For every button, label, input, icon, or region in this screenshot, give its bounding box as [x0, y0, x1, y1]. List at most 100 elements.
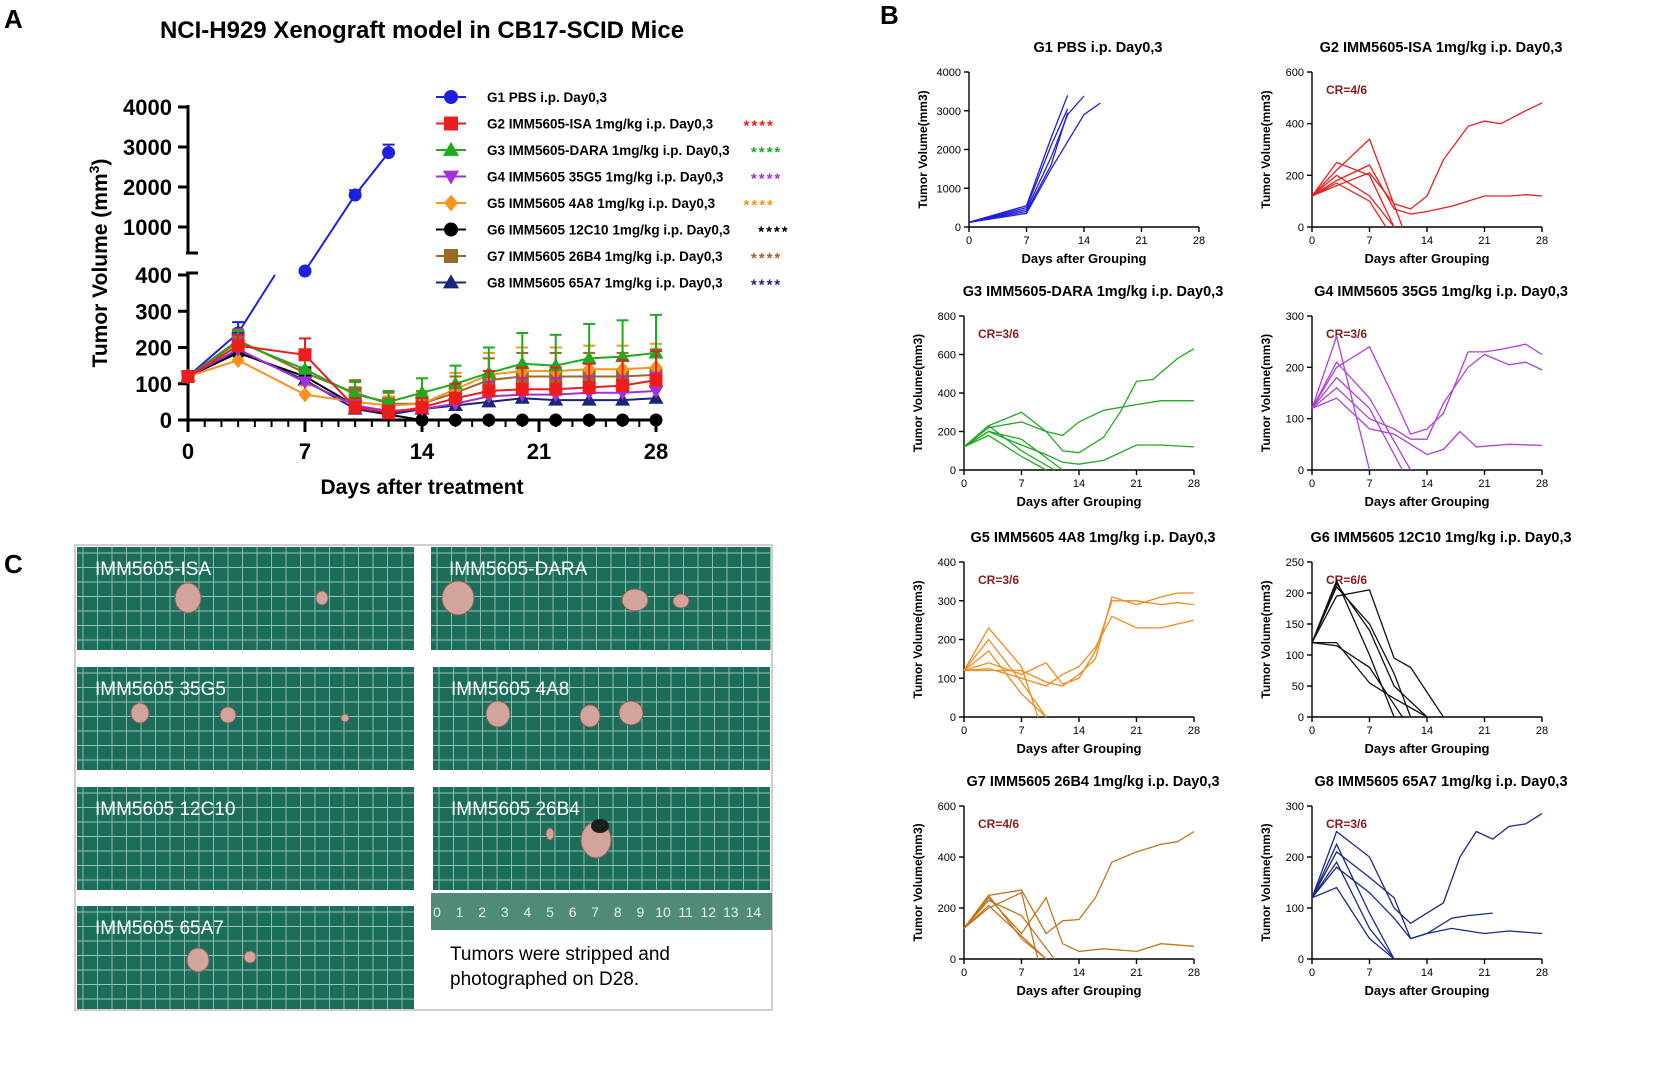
x-tick-label: 7: [1366, 725, 1372, 737]
legend-marker: [444, 90, 458, 104]
subplot-title: G4 IMM5605 35G5 1mg/kg i.p. Day0,3: [1314, 284, 1568, 300]
tumor: [545, 827, 555, 841]
x-tick-label: 21: [1478, 235, 1490, 247]
data-point: [649, 413, 663, 427]
y-axis-label-superscript: 3: [86, 165, 102, 173]
subplot-1: G1 PBS i.p. Day0,3 0 1000 2000 3000 4000 0 7 14 2…: [916, 40, 1205, 266]
y-tick-label: 200: [1286, 588, 1304, 600]
animal-line: [968, 95, 1085, 223]
data-point: [297, 376, 313, 390]
x-tick-label: 0: [961, 967, 967, 979]
animal-line: [1311, 886, 1395, 960]
y-tick-label: 0: [955, 222, 961, 234]
y-tick-label: 800: [938, 311, 956, 323]
animal-line: [968, 108, 1069, 223]
x-axis-label: Days after Grouping: [1365, 983, 1490, 998]
x-tick-label: 21: [1478, 725, 1490, 737]
animal-line: [1311, 161, 1395, 228]
y-tick-label: 0: [160, 408, 172, 433]
x-tick-label: 14: [1073, 478, 1085, 490]
y-tick-label: 0: [1298, 954, 1304, 966]
animal-line: [963, 615, 1195, 687]
y-tick-label: 0: [950, 954, 956, 966]
x-axis-label: Days after Grouping: [1365, 251, 1490, 266]
cr-annotation: CR=6/6: [1326, 573, 1367, 587]
animal-line: [963, 424, 1055, 471]
y-tick-label: 100: [1286, 650, 1304, 662]
subplot-title: G5 IMM5605 4A8 1mg/kg i.p. Day0,3: [971, 530, 1216, 546]
subplot-8: G8 IMM5605 65A7 1mg/kg i.p. Day0,3 0 100 20…: [1259, 774, 1568, 998]
animal-line: [963, 348, 1195, 454]
series-2: [181, 333, 663, 420]
legend-significance: ****: [758, 224, 789, 241]
legend-significance: ****: [751, 277, 782, 294]
y-axis-label: Tumor Volume(mm3): [1259, 580, 1273, 698]
y-axis-label: Tumor Volume(mm3): [911, 580, 925, 698]
photo-label: IMM5605-DARA: [449, 559, 588, 580]
tumor: [672, 593, 690, 609]
x-tick-label: 28: [1193, 235, 1205, 247]
photo-label: IMM5605 26B4: [451, 799, 580, 820]
cr-annotation: CR=4/6: [1326, 83, 1367, 97]
legend-marker: [442, 170, 460, 185]
data-point: [415, 400, 429, 414]
x-tick-label: 14: [1073, 725, 1085, 737]
cr-annotation: CR=3/6: [978, 573, 1019, 587]
data-point: [231, 352, 245, 368]
tumor: [219, 706, 237, 724]
tumor: [315, 590, 329, 606]
x-tick-label: 7: [1366, 235, 1372, 247]
x-tick-label: 28: [1188, 967, 1200, 979]
x-tick-label: 21: [1135, 235, 1147, 247]
y-axis-label: Tumor Volume(mm3): [1259, 823, 1273, 941]
ruler-number: 11: [678, 904, 693, 920]
x-tick-label: 28: [1536, 725, 1548, 737]
tumor: [579, 704, 601, 728]
y-tick-label: 200: [1286, 170, 1304, 182]
legend-marker: [444, 222, 458, 237]
x-axis-label: Days after Grouping: [1017, 983, 1142, 998]
y-axis-label: Tumor Volume(mm3): [911, 823, 925, 941]
subplot-3: G3 IMM5605-DARA 1mg/kg i.p. Day0,3 0 200 40…: [911, 284, 1223, 509]
y-tick-label: 0: [1298, 712, 1304, 724]
x-tick-label: 7: [1018, 725, 1024, 737]
y-tick-label: 400: [1286, 119, 1304, 131]
data-point: [181, 370, 195, 383]
data-point: [298, 386, 312, 403]
legend-entry: G6 IMM5605 12C10 1mg/kg i.p. Day0,3: [487, 223, 731, 238]
y-tick-label: 200: [938, 903, 956, 915]
tumor: [485, 700, 511, 728]
legend-entry: G8 IMM5605 65A7 1mg/kg i.p. Day0,3: [487, 276, 723, 291]
data-point: [381, 394, 396, 408]
y-axis-label: Tumor Volume (mm3): [86, 159, 112, 368]
series-line: [304, 151, 390, 272]
y-tick-label: 100: [1286, 903, 1304, 915]
y-tick-label: 150: [1286, 619, 1304, 631]
animal-line: [1311, 164, 1543, 215]
data-point: [515, 413, 529, 427]
y-axis-label: Tumor Volume(mm3): [1259, 90, 1273, 208]
animal-line: [1311, 353, 1543, 440]
animal-line: [963, 434, 1047, 471]
animal-line: [1311, 813, 1543, 925]
x-tick-label: 7: [1023, 235, 1029, 247]
y-tick-label: 200: [938, 427, 956, 439]
y-tick-label: 0: [1298, 222, 1304, 234]
animal-line: [963, 896, 1195, 953]
ruler-number: 12: [700, 904, 716, 920]
panel-label-a: A: [4, 4, 23, 34]
data-point: [482, 384, 496, 398]
legend-marker: [444, 116, 458, 131]
legend-entry: G5 IMM5605 4A8 1mg/kg i.p. Day0,3: [487, 196, 716, 211]
data-point: [582, 413, 596, 427]
photo-cell: IMM5605-DARA: [431, 547, 771, 650]
photo-grid: [77, 547, 414, 650]
x-tick-label: 21: [1130, 967, 1142, 979]
legend-marker: [442, 274, 460, 289]
y-axis-label-end: ): [89, 159, 112, 166]
photo-background: [431, 547, 771, 650]
cr-annotation: CR=3/6: [1326, 327, 1367, 341]
data-point: [414, 385, 430, 399]
data-point: [231, 339, 245, 353]
subplot-title: G1 PBS i.p. Day0,3: [1034, 40, 1163, 56]
